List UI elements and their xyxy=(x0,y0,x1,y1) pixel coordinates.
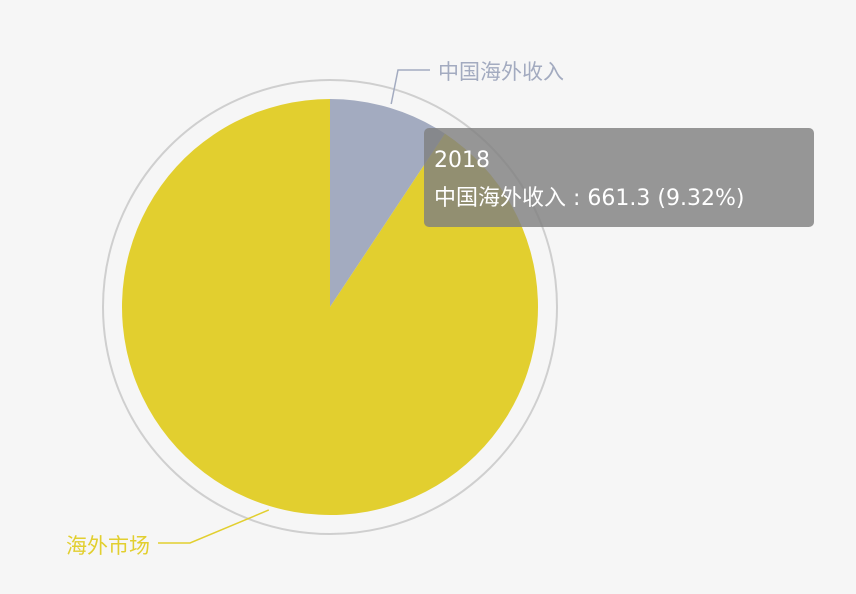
label-line-0 xyxy=(390,69,430,105)
tooltip-title: 2018 xyxy=(434,148,490,173)
label-line-1 xyxy=(158,509,270,544)
tooltip-percent: (9.32%) xyxy=(657,186,745,211)
tooltip-slice-name: 中国海外收入 xyxy=(434,186,567,211)
pie-slice-0[interactable] xyxy=(330,99,445,307)
outer-ring xyxy=(102,79,558,535)
tooltip-separator: : xyxy=(566,186,588,211)
tooltip-value: 661.3 xyxy=(587,186,651,211)
tooltip-value-line: 中国海外收入 : 661.3 (9.32%) xyxy=(434,180,804,218)
slice-label-0: 中国海外收入 xyxy=(438,60,564,84)
slice-label-1: 海外市场 xyxy=(66,534,150,558)
chart-tooltip: 2018 中国海外收入 : 661.3 (9.32%) xyxy=(424,128,814,227)
